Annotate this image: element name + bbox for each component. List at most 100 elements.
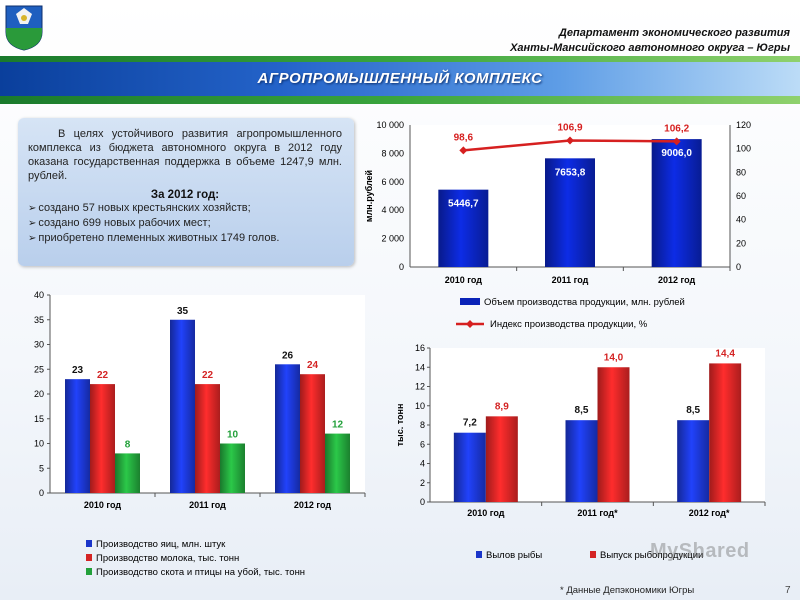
y-tick-label: 0 [39,488,44,498]
list-item: создано 699 новых рабочих мест; [28,216,342,231]
results-list: создано 57 новых крестьянских хозяйств; … [28,201,342,246]
y-tick-label: 8 000 [381,148,404,158]
y-tick-label: 4 [420,459,425,469]
footnote: * Данные Депэкономики Югры [560,585,695,596]
y-tick-label: 20 [34,389,44,399]
y-tick-label: 35 [34,315,44,325]
page-number: 7 [785,585,791,596]
bar-value-label: 8,5 [575,405,589,416]
legend-label: Выпуск рыбопродукции [600,550,703,561]
year-subheading: За 2012 год: [150,189,220,201]
legend-label: Индекс производства продукции, % [490,319,648,330]
bar [438,189,489,267]
y2-tick-label: 120 [736,120,751,130]
support-info-box: В целях устойчивого развития агропромышл… [18,118,354,266]
bar [485,416,518,502]
y-tick-label: 10 [34,439,44,449]
bar [565,420,598,502]
bar [597,367,630,502]
bar-value-label: 14,0 [604,352,624,363]
y2-tick-label: 100 [736,144,751,154]
y-tick-label: 0 [399,262,404,272]
bar-value-label: 9006,0 [661,148,692,159]
index-point [672,137,681,146]
bar [300,374,325,493]
y-tick-label: 40 [34,290,44,300]
y-tick-label: 5 [39,463,44,473]
section-title: АГРОПРОМЫШЛЕННЫЙ КОМПЛЕКС [257,70,543,87]
legend-marker [466,320,474,328]
bar [170,319,195,493]
bar-value-label: 7653,8 [555,167,586,178]
list-item: создано 57 новых крестьянских хозяйств; [28,201,342,216]
index-value-label: 106,9 [557,123,582,134]
legend-marker [476,551,482,558]
bar-value-label: 8 [125,439,131,450]
legend-label: Вылов рыбы [486,550,542,561]
department-line-1: Департамент экономического развития [558,27,790,39]
bar [195,384,220,493]
y-tick-label: 10 [415,401,425,411]
livestock-production-chart: 0 5 10 15 20 25 30 35 40 23 22 8 2010 год 35 22 10 2011 … [34,290,366,578]
bar [220,443,245,493]
y-tick-label: 6 000 [381,177,404,187]
bar-value-label: 26 [282,350,294,361]
x-tick-label: 2011 год [189,500,226,510]
bar-value-label: 7,2 [463,418,477,429]
legend-marker [460,298,480,305]
department-line-2: Ханты-Мансийского автономного округа – Ю… [510,42,790,54]
legend-label: Производство молока, тыс. тонн [96,553,239,564]
title-banner [0,56,800,106]
list-item: приобретено племенных животных 1749 голо… [28,231,342,246]
bar-value-label: 5446,7 [448,199,479,210]
legend-marker [86,540,92,547]
bar [453,432,486,502]
index-point [459,146,468,155]
y-tick-label: 25 [34,364,44,374]
watermark: MyShared [650,540,750,562]
bar [677,420,710,502]
y-tick-label: 8 [420,420,425,430]
x-tick-label: 2010 год [84,500,122,510]
index-point [566,136,574,145]
y2-tick-label: 40 [736,215,746,225]
y2-tick-label: 60 [736,191,746,201]
y-tick-label: 30 [34,340,44,350]
bar [325,433,350,493]
bar [545,158,595,267]
y-tick-label: 0 [420,497,425,507]
coat-of-arms-emblem [5,5,43,51]
y2-tick-label: 0 [736,262,741,272]
legend-marker [86,568,92,575]
y-tick-label: 6 [420,439,425,449]
legend-label: Производство яиц, млн. штук [96,539,226,550]
y-axis-label: млн.рублей [364,170,374,222]
y-tick-label: 14 [415,362,425,372]
bar-value-label: 10 [227,430,239,441]
bar [65,379,90,493]
y-tick-label: 12 [415,382,425,392]
y-tick-label: 2 000 [381,234,404,244]
legend-label: Производство скота и птицы на убой, тыс.… [96,567,305,578]
x-tick-label: 2012 год [294,500,332,510]
x-tick-label: 2012 год* [689,508,730,518]
bar [115,453,140,493]
bar-value-label: 14,4 [715,348,735,359]
x-tick-label: 2010 год [467,508,505,518]
bar-value-label: 35 [177,306,189,317]
legend-marker [86,554,92,561]
bar [709,363,742,502]
bar [90,384,115,493]
bar-value-label: 8,5 [686,405,700,416]
y-axis-label: тыс. тонн [395,404,405,447]
index-value-label: 98,6 [454,132,474,143]
bar-value-label: 12 [332,420,344,431]
bar-value-label: 8,9 [495,401,509,412]
y-tick-label: 2 [420,478,425,488]
fish-production-chart: 0 2 4 6 8 10 12 14 16 тыс. тонн 7,2 8,9 2010 год 8,5 1… [395,343,766,561]
y-tick-label: 15 [34,414,44,424]
x-tick-label: 2010 год [445,275,483,285]
x-tick-label: 2011 год [552,275,589,285]
y-tick-label: 10 000 [376,120,404,130]
bar [275,364,300,493]
